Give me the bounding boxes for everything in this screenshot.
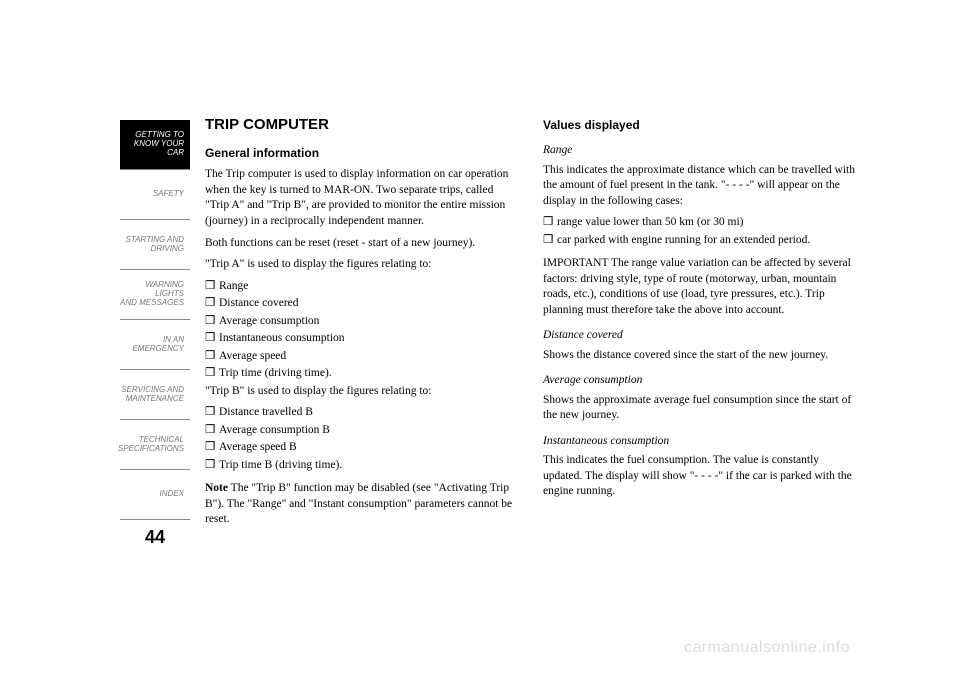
bullet-text: Trip time B (driving time). — [219, 458, 517, 474]
bullet-mark-icon: ❒ — [205, 349, 219, 365]
watermark: carmanualsonline.info — [684, 639, 850, 657]
bullet-text: range value lower than 50 km (or 30 mi) — [557, 215, 855, 231]
bullet-text: Distance covered — [219, 296, 517, 312]
paragraph: Both functions can be reset (reset - sta… — [205, 236, 517, 252]
subheading-range: Range — [543, 143, 855, 159]
bullet-text: Average speed B — [219, 440, 517, 456]
bullet-item: ❒range value lower than 50 km (or 30 mi) — [543, 215, 855, 231]
section-tab[interactable]: IN AN EMERGENCY — [120, 320, 190, 370]
bullet-item: ❒Average consumption B — [205, 423, 517, 439]
column-right: Values displayed Range This indicates th… — [543, 115, 855, 534]
section-tab[interactable]: SERVICING ANDMAINTENANCE — [120, 370, 190, 420]
subheading-inst-consumption: Instantaneous consumption — [543, 434, 855, 450]
section-tab[interactable]: WARNING LIGHTSAND MESSAGES — [120, 270, 190, 320]
bullet-mark-icon: ❒ — [205, 314, 219, 330]
section-tab[interactable]: SAFETY — [120, 170, 190, 220]
bullet-mark-icon: ❒ — [543, 233, 557, 249]
section-tabs: GETTING TOKNOW YOUR CARSAFETYSTARTING AN… — [120, 120, 190, 520]
bullet-mark-icon: ❒ — [543, 215, 557, 231]
subheading-avg-consumption: Average consumption — [543, 373, 855, 389]
note-paragraph: Note The "Trip B" function may be disabl… — [205, 481, 517, 528]
bullet-item: ❒Average speed B — [205, 440, 517, 456]
bullet-text: Distance travelled B — [219, 405, 517, 421]
bullet-text: Range — [219, 279, 517, 295]
bullet-mark-icon: ❒ — [205, 279, 219, 295]
bullet-item: ❒Distance covered — [205, 296, 517, 312]
bullet-list-range: ❒range value lower than 50 km (or 30 mi)… — [543, 215, 855, 248]
paragraph: This indicates the approximate distance … — [543, 163, 855, 210]
section-tab[interactable]: INDEX — [120, 470, 190, 520]
bullet-item: ❒Average consumption — [205, 314, 517, 330]
bullet-item: ❒Trip time (driving time). — [205, 366, 517, 382]
bullet-text: Trip time (driving time). — [219, 366, 517, 382]
body-columns: TRIP COMPUTER General information The Tr… — [205, 115, 855, 534]
note-label: Note — [205, 482, 228, 494]
bullet-item: ❒Range — [205, 279, 517, 295]
heading-values-displayed: Values displayed — [543, 117, 855, 133]
paragraph: The Trip computer is used to display inf… — [205, 167, 517, 229]
paragraph: This indicates the fuel consumption. The… — [543, 453, 855, 500]
paragraph-important: IMPORTANT The range value variation can … — [543, 256, 855, 318]
bullet-list-trip-a: ❒Range❒Distance covered❒Average consumpt… — [205, 279, 517, 382]
paragraph: "Trip B" is used to display the figures … — [205, 384, 517, 400]
section-tab[interactable]: GETTING TOKNOW YOUR CAR — [120, 120, 190, 170]
bullet-item: ❒Distance travelled B — [205, 405, 517, 421]
paragraph: Shows the distance covered since the sta… — [543, 348, 855, 364]
subheading-distance: Distance covered — [543, 328, 855, 344]
section-tab[interactable]: TECHNICALSPECIFICATIONS — [120, 420, 190, 470]
bullet-text: Instantaneous consumption — [219, 331, 517, 347]
paragraph: Shows the approximate average fuel consu… — [543, 393, 855, 424]
bullet-text: car parked with engine running for an ex… — [557, 233, 855, 249]
bullet-list-trip-b: ❒Distance travelled B❒Average consumptio… — [205, 405, 517, 473]
bullet-mark-icon: ❒ — [205, 366, 219, 382]
heading-general-info: General information — [205, 145, 517, 161]
bullet-mark-icon: ❒ — [205, 296, 219, 312]
section-tab[interactable]: STARTING ANDDRIVING — [120, 220, 190, 270]
column-left: TRIP COMPUTER General information The Tr… — [205, 115, 517, 534]
bullet-mark-icon: ❒ — [205, 458, 219, 474]
bullet-item: ❒Instantaneous consumption — [205, 331, 517, 347]
bullet-item: ❒car parked with engine running for an e… — [543, 233, 855, 249]
bullet-mark-icon: ❒ — [205, 440, 219, 456]
bullet-text: Average speed — [219, 349, 517, 365]
paragraph: "Trip A" is used to display the figures … — [205, 257, 517, 273]
manual-page: GETTING TOKNOW YOUR CARSAFETYSTARTING AN… — [0, 0, 960, 679]
bullet-text: Average consumption B — [219, 423, 517, 439]
bullet-item: ❒Average speed — [205, 349, 517, 365]
note-text: The "Trip B" function may be disabled (s… — [205, 482, 512, 525]
bullet-mark-icon: ❒ — [205, 405, 219, 421]
bullet-mark-icon: ❒ — [205, 423, 219, 439]
bullet-mark-icon: ❒ — [205, 331, 219, 347]
bullet-text: Average consumption — [219, 314, 517, 330]
section-title: TRIP COMPUTER — [205, 115, 517, 135]
bullet-item: ❒Trip time B (driving time). — [205, 458, 517, 474]
page-number: 44 — [120, 527, 190, 548]
